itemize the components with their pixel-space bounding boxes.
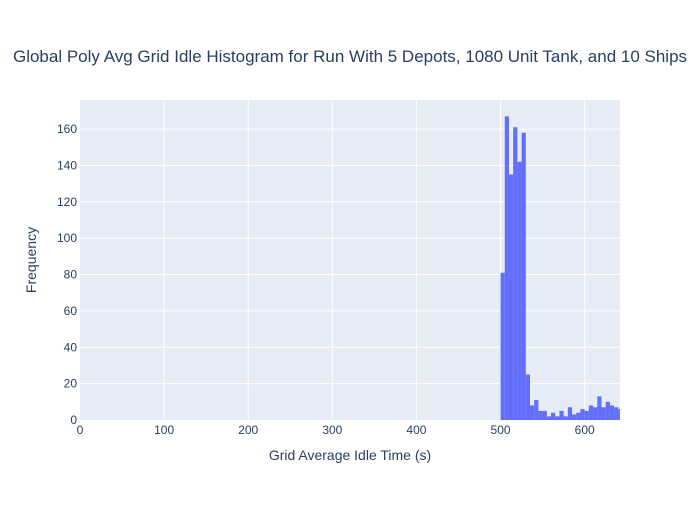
y-tick-label: 140: [57, 158, 77, 172]
x-tick-label: 300: [322, 423, 342, 437]
x-tick-label: 200: [238, 423, 258, 437]
histogram-bar: [614, 407, 619, 420]
histogram-bar: [580, 409, 585, 420]
histogram-bar: [563, 416, 568, 420]
y-tick-label: 60: [64, 304, 78, 318]
histogram-bar: [508, 174, 514, 420]
histogram-bar: [584, 410, 589, 420]
x-tick-label: 500: [491, 423, 511, 437]
histogram-bar: [559, 410, 564, 420]
histogram-bar: [555, 416, 560, 420]
y-tick-label: 40: [64, 340, 78, 354]
histogram-bar: [513, 127, 518, 420]
histogram-bar: [551, 412, 556, 420]
histogram-bar: [521, 132, 526, 420]
y-axis-ticks: 0 20 40 60 80 100 120 140 160: [57, 122, 77, 427]
x-axis-title: Grid Average Idle Time (s): [269, 447, 431, 463]
histogram-bar: [538, 410, 543, 420]
histogram-bar: [572, 414, 577, 420]
histogram-bar: [542, 410, 547, 420]
y-tick-label: 0: [70, 413, 77, 427]
histogram-bar: [530, 405, 535, 420]
x-tick-label: 400: [406, 423, 426, 437]
y-axis-title: Frequency: [23, 227, 39, 293]
plot-area: [80, 100, 620, 420]
histogram-bar: [534, 400, 539, 420]
x-tick-label: 600: [575, 423, 595, 437]
histogram-bar: [588, 405, 594, 420]
x-tick-label: 100: [154, 423, 174, 437]
histogram-bar: [597, 396, 602, 420]
histogram-bar: [500, 272, 505, 420]
histogram-bar: [576, 412, 581, 420]
histogram-bar: [605, 401, 610, 420]
histogram-bar: [546, 416, 552, 420]
y-tick-label: 160: [57, 122, 77, 136]
x-tick-label: 0: [77, 423, 84, 437]
y-tick-label: 20: [64, 377, 78, 391]
histogram-bar: [525, 374, 530, 420]
histogram-bar: [567, 407, 573, 420]
x-axis-ticks: 0 100 200 300 400 500 600: [77, 423, 595, 437]
histogram-bar: [609, 405, 615, 420]
y-tick-label: 120: [57, 195, 77, 209]
histogram-bar: [601, 407, 606, 420]
bars: [500, 116, 620, 420]
y-tick-label: 100: [57, 231, 77, 245]
histogram-bar: [517, 161, 522, 420]
histogram-bar: [593, 407, 598, 420]
histogram-bar: [618, 409, 620, 420]
y-tick-label: 80: [64, 268, 78, 282]
chart-title: Global Poly Avg Grid Idle Histogram for …: [13, 47, 687, 66]
histogram-bar: [504, 116, 509, 420]
